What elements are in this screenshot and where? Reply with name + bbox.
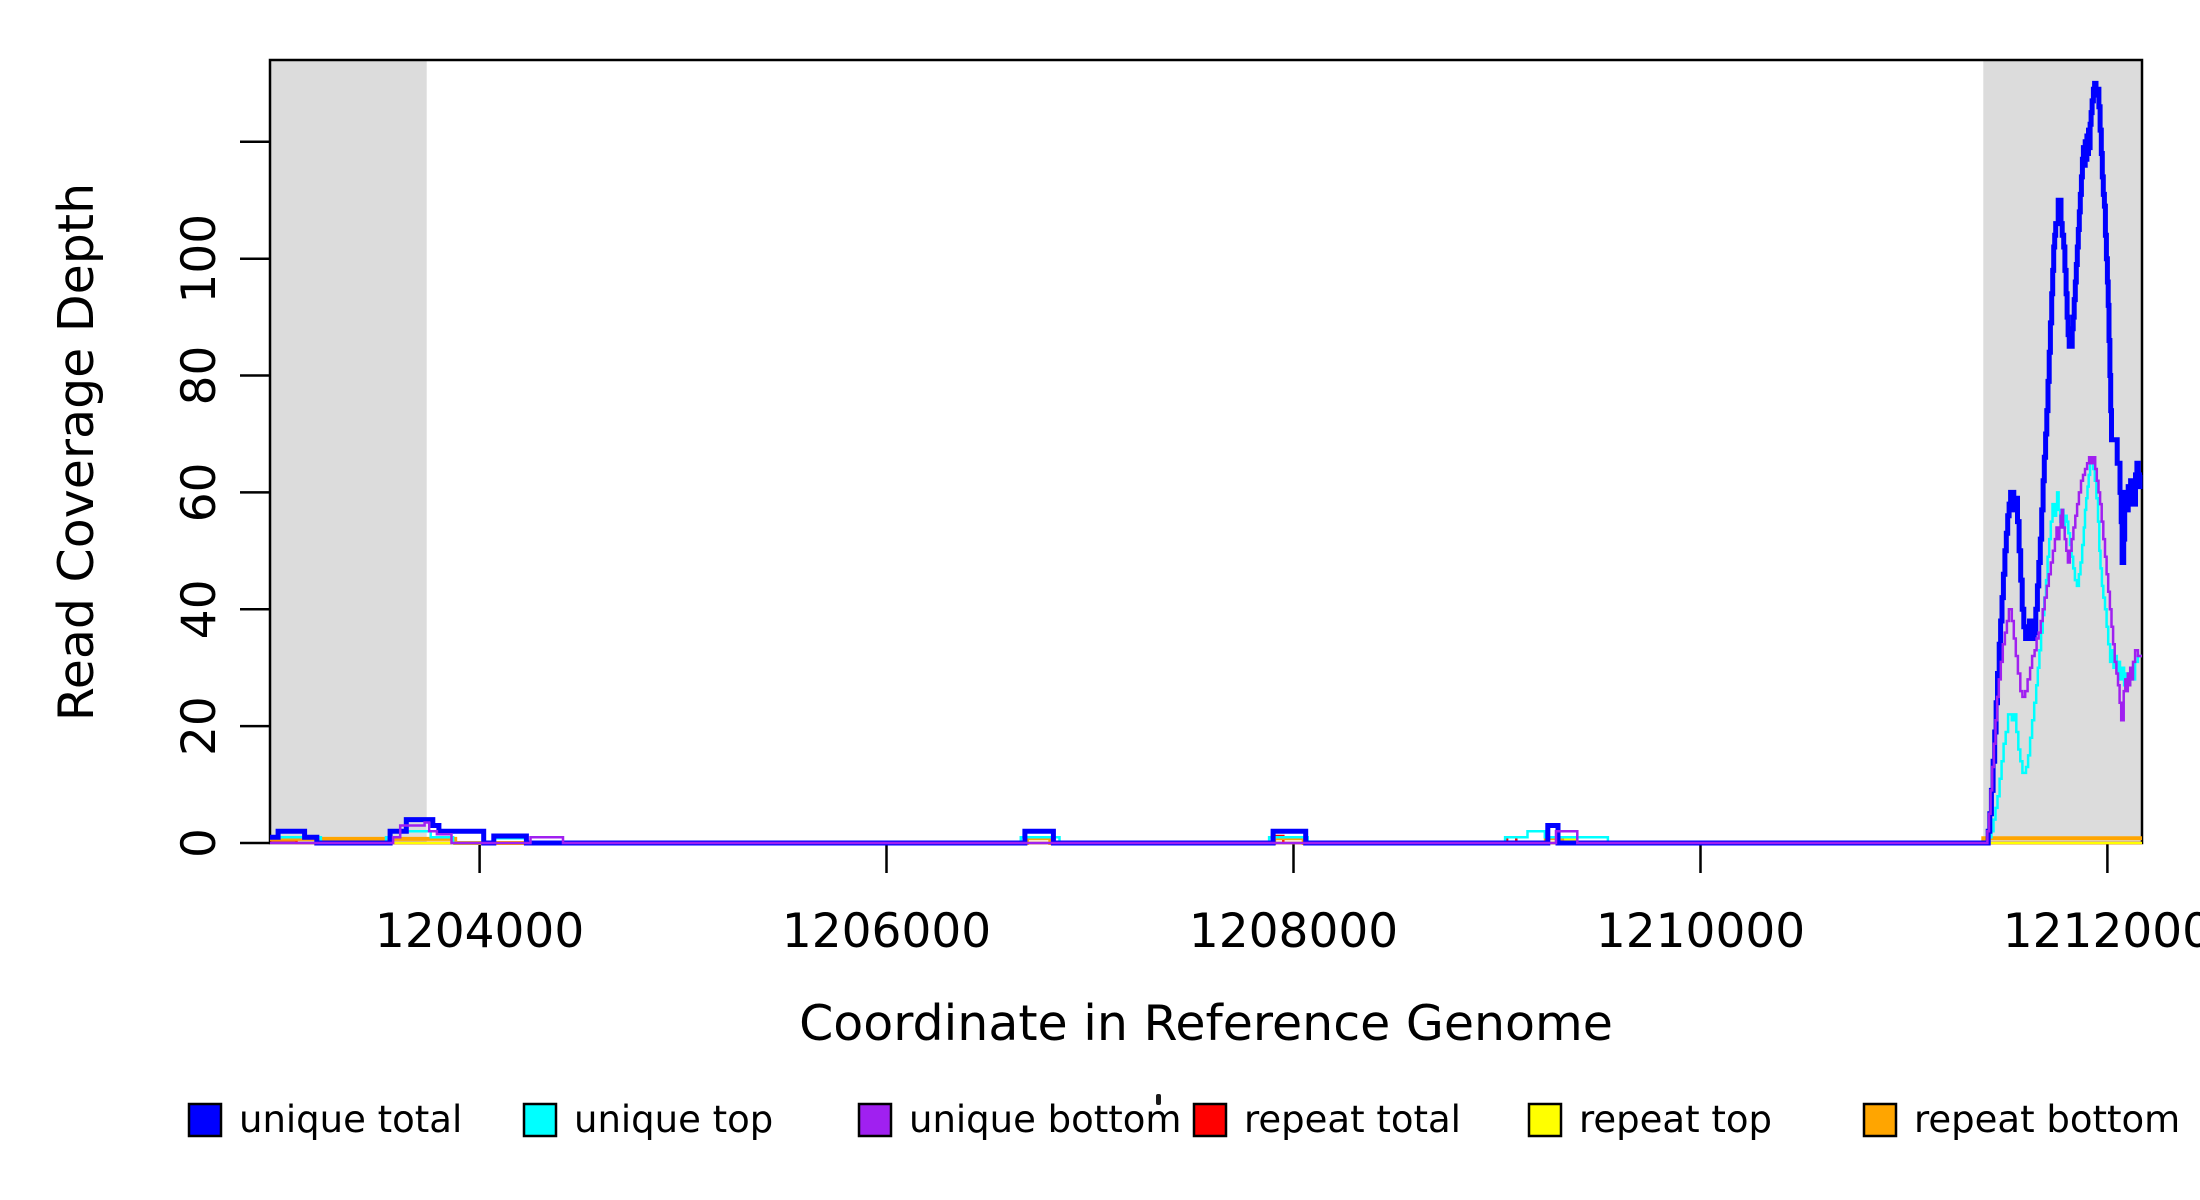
legend-swatch-repeat-total (1192, 1102, 1228, 1138)
x-axis-title: Coordinate in Reference Genome (799, 995, 1613, 1052)
x-axis-tick-label: 1212000 (2003, 904, 2200, 959)
y-axis-tick-label: 40 (172, 579, 227, 639)
legend-label-repeat-total: repeat total (1244, 1098, 1461, 1141)
stray-mark (1156, 1094, 1161, 1105)
legend-label-unique-bottom: unique bottom (909, 1098, 1181, 1141)
y-axis-tick-label: 0 (172, 828, 227, 858)
legend-swatch-unique-bottom (857, 1102, 893, 1138)
legend-label-repeat-bottom: repeat bottom (1914, 1098, 2180, 1141)
x-axis-tick-label: 1210000 (1596, 904, 1805, 959)
legend-swatch-repeat-bottom (1862, 1102, 1898, 1138)
shaded-region (270, 60, 427, 843)
plot-box (268, 58, 2144, 845)
legend-swatch-unique-top (522, 1102, 558, 1138)
legend-swatch-unique-total (187, 1102, 223, 1138)
y-axis-tick-label: 80 (172, 346, 227, 406)
series-unique-bottom (270, 456, 2142, 845)
y-axis-tick-label: 60 (172, 462, 227, 522)
y-axis-tick-label: 100 (172, 214, 227, 304)
y-axis-title: Read Coverage Depth (48, 183, 105, 721)
x-axis-tick-label: 1208000 (1189, 904, 1398, 959)
x-axis-tick-label: 1206000 (782, 904, 991, 959)
legend-swatch-repeat-top (1527, 1102, 1563, 1138)
y-axis-tick-label: 20 (172, 696, 227, 756)
legend-label-unique-top: unique top (574, 1098, 773, 1141)
series-unique-top (270, 456, 2142, 845)
legend-label-repeat-top: repeat top (1579, 1098, 1772, 1141)
series-unique-total (270, 80, 2143, 846)
x-axis-tick-label: 1204000 (375, 904, 584, 959)
legend-label-unique-total: unique total (239, 1098, 462, 1141)
